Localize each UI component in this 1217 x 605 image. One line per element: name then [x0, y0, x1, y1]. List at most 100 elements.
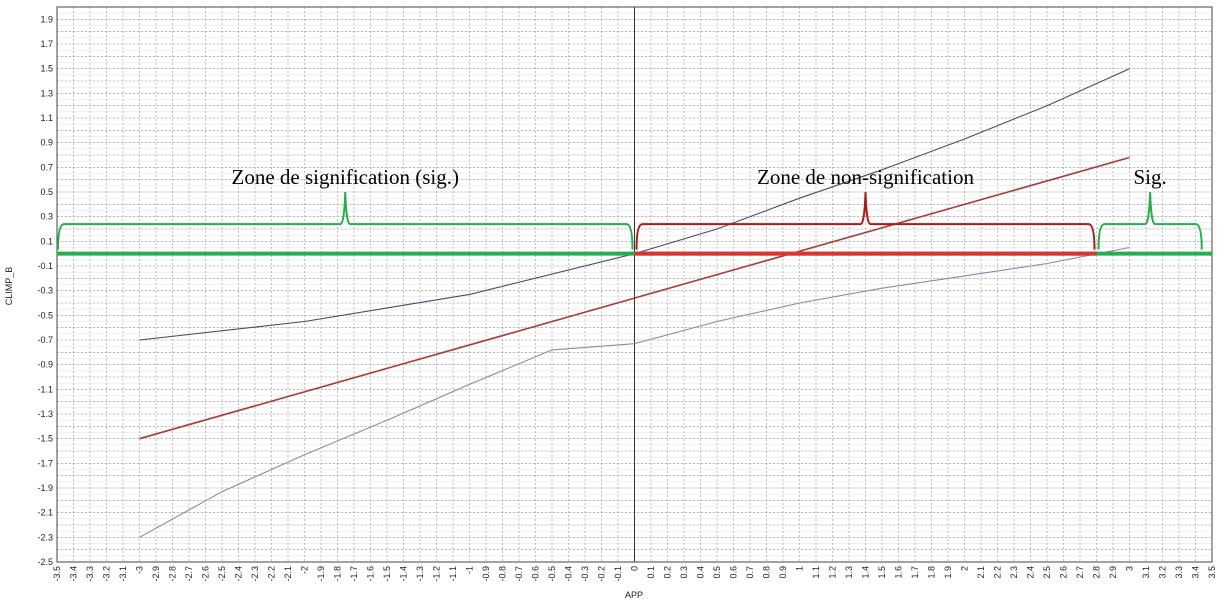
- y-tick-label: 0.3: [40, 212, 53, 222]
- x-tick-label: 0.9: [778, 566, 788, 579]
- x-tick-label: -0.3: [580, 566, 590, 582]
- x-tick-label: -1: [465, 566, 475, 574]
- x-tick-label: -1.1: [448, 566, 458, 582]
- x-tick-label: -0.7: [514, 566, 524, 582]
- x-tick-label: 2.1: [976, 566, 986, 579]
- y-tick-label: -2.5: [37, 557, 53, 567]
- x-tick-label: 0: [630, 566, 640, 571]
- y-tick-label: 1.5: [40, 64, 53, 74]
- x-tick-label: -3.3: [85, 566, 95, 582]
- y-tick-label: -0.9: [37, 360, 53, 370]
- x-tick-label: -2.9: [151, 566, 161, 582]
- x-tick-label: 3.5: [1207, 566, 1217, 579]
- x-tick-label: -3.2: [102, 566, 112, 582]
- x-tick-label: -2.1: [283, 566, 293, 582]
- x-tick-label: 3.4: [1191, 566, 1201, 579]
- x-tick-label: 0.3: [679, 566, 689, 579]
- y-tick-label: 1.7: [40, 39, 53, 49]
- x-tick-label: 1.3: [844, 566, 854, 579]
- x-tick-label: -3.5: [52, 566, 62, 582]
- y-tick-label: 1.1: [40, 113, 53, 123]
- zone-label: Sig.: [1133, 165, 1166, 189]
- x-tick-label: 3: [1125, 566, 1135, 571]
- y-tick-label: -0.5: [37, 310, 53, 320]
- x-tick-label: 1.8: [927, 566, 937, 579]
- x-tick-label: 1.1: [811, 566, 821, 579]
- series-line-lower_bound: [139, 246, 1130, 538]
- y-tick-label: -1.5: [37, 434, 53, 444]
- x-tick-label: -1.5: [382, 566, 392, 582]
- x-tick-label: -0.8: [498, 566, 508, 582]
- zone-brace: [635, 191, 1096, 250]
- x-tick-label: 1.5: [877, 566, 887, 579]
- x-tick-label: 3.3: [1174, 566, 1184, 579]
- x-tick-label: -2: [300, 566, 310, 574]
- y-tick-label: 1.9: [40, 14, 53, 24]
- plot-border: [56, 6, 1213, 563]
- x-tick-label: 2.5: [1042, 566, 1052, 579]
- x-tick-labels: -3.5 -3.4 -3.3 -3.2 -3.1 -3 -2.9 -2.8 -2.7 -2.6 -2…: [52, 566, 1217, 582]
- grid: [56, 6, 1213, 563]
- x-tick-label: 0.4: [696, 566, 706, 579]
- y-tick-label: -2.1: [37, 508, 53, 518]
- x-tick-label: -0.5: [547, 566, 557, 582]
- x-tick-label: -1.3: [415, 566, 425, 582]
- y-tick-label: -0.1: [37, 261, 53, 271]
- x-tick-label: 1: [795, 566, 805, 571]
- y-tick-label: 0.9: [40, 138, 53, 148]
- x-tick-label: 0.6: [729, 566, 739, 579]
- y-tick-label: 1.3: [40, 88, 53, 98]
- x-tick-label: 1.7: [910, 566, 920, 579]
- zone-braces: Zone de signification (sig.) Zone de non-…: [57, 165, 1203, 250]
- x-tick-label: -2.7: [184, 566, 194, 582]
- x-tick-label: 0.5: [712, 566, 722, 579]
- y-tick-label: -2.3: [37, 532, 53, 542]
- y-tick-label: 0.1: [40, 236, 53, 246]
- x-tick-label: -0.6: [531, 566, 541, 582]
- x-axis-title: APP: [625, 590, 643, 600]
- y-tick-label: -1.1: [37, 384, 53, 394]
- series-line-estimate: [139, 156, 1130, 440]
- x-tick-label: -0.4: [564, 566, 574, 582]
- x-tick-label: 2: [960, 566, 970, 571]
- x-tick-label: 1.6: [894, 566, 904, 579]
- x-tick-label: -1.7: [349, 566, 359, 582]
- x-tick-label: -2.2: [267, 566, 277, 582]
- x-tick-label: 2.2: [993, 566, 1003, 579]
- x-tick-label: 1.4: [861, 566, 871, 579]
- zone-label: Zone de signification (sig.): [232, 165, 459, 189]
- x-tick-label: -3.1: [118, 566, 128, 582]
- y-tick-label: -0.7: [37, 335, 53, 345]
- x-tick-label: -1.9: [316, 566, 326, 582]
- x-tick-label: -2.5: [217, 566, 227, 582]
- x-tick-label: -2.3: [250, 566, 260, 582]
- x-tick-label: -0.1: [613, 566, 623, 582]
- x-tick-label: 2.9: [1108, 566, 1118, 579]
- x-tick-label: 1.9: [943, 566, 953, 579]
- y-tick-label: 0.7: [40, 162, 53, 172]
- zone-brace: [1097, 191, 1203, 250]
- series-line-upper_bound: [139, 68, 1130, 341]
- x-tick-label: 0.1: [646, 566, 656, 579]
- x-tick-label: -3.4: [69, 566, 79, 582]
- x-tick-label: 1.2: [828, 566, 838, 579]
- x-tick-label: 3.2: [1158, 566, 1168, 579]
- x-tick-label: -0.9: [481, 566, 491, 582]
- x-tick-label: -3: [135, 566, 145, 574]
- x-tick-label: -1.6: [366, 566, 376, 582]
- x-tick-label: 0.8: [762, 566, 772, 579]
- x-tick-label: -2.6: [201, 566, 211, 582]
- x-tick-label: -1.2: [432, 566, 442, 582]
- x-tick-label: -2.4: [234, 566, 244, 582]
- x-tick-label: 2.4: [1026, 566, 1036, 579]
- x-tick-label: -1.4: [399, 566, 409, 582]
- x-tick-label: 2.7: [1075, 566, 1085, 579]
- x-tick-label: 0.7: [745, 566, 755, 579]
- zone-label: Zone de non-signification: [757, 165, 974, 189]
- y-tick-label: -0.3: [37, 286, 53, 296]
- y-tick-label: 0.5: [40, 187, 53, 197]
- y-axis-title: CLIMP_B: [4, 267, 14, 306]
- y-tick-label: -1.9: [37, 483, 53, 493]
- x-tick-label: 2.3: [1009, 566, 1019, 579]
